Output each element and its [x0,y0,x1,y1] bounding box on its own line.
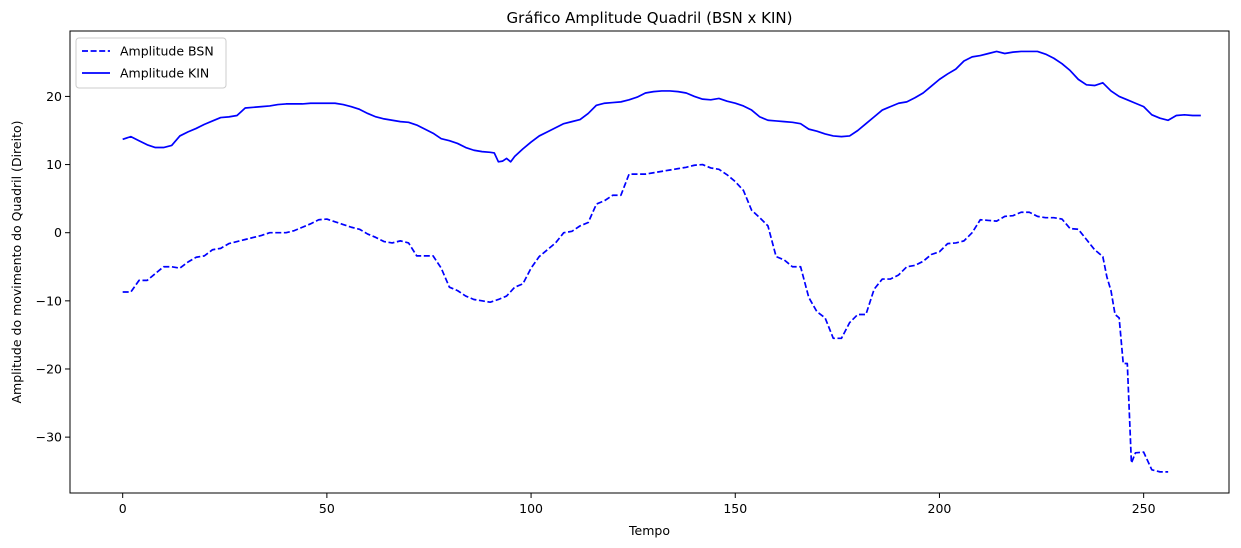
chart-title: Gráfico Amplitude Quadril (BSN x KIN) [507,9,793,27]
y-tick-label: 0 [54,225,62,240]
series-line-kin [122,50,1201,163]
x-tick-label: 150 [723,501,747,516]
y-axis-ticks: −30 −20 −10 0 10 20 [36,89,70,445]
plot-frame [69,30,1230,494]
x-tick-label: 0 [119,501,127,516]
x-axis-label: Tempo [628,523,670,538]
legend: Amplitude BSN Amplitude KIN [75,37,227,89]
x-tick-label: 100 [519,501,543,516]
y-tick-label: 10 [46,157,62,172]
y-axis-label: Amplitude do movimento do Quadril (Direi… [9,121,24,404]
x-tick-label: 200 [928,501,952,516]
y-tick-label: −10 [36,293,62,308]
plot-area [70,31,1229,493]
series-layer [122,50,1201,473]
x-tick-label: 50 [319,501,335,516]
y-tick-label: 20 [46,89,62,104]
x-tick-label: 250 [1132,501,1156,516]
x-axis-ticks: 0 50 100 150 200 250 [119,493,1156,516]
y-tick-label: −20 [36,361,62,376]
legend-label-kin: Amplitude KIN [120,66,209,81]
legend-box [75,37,227,89]
y-tick-label: −30 [36,430,62,445]
series-line-bsn [122,163,1169,473]
legend-label-bsn: Amplitude BSN [120,44,214,59]
